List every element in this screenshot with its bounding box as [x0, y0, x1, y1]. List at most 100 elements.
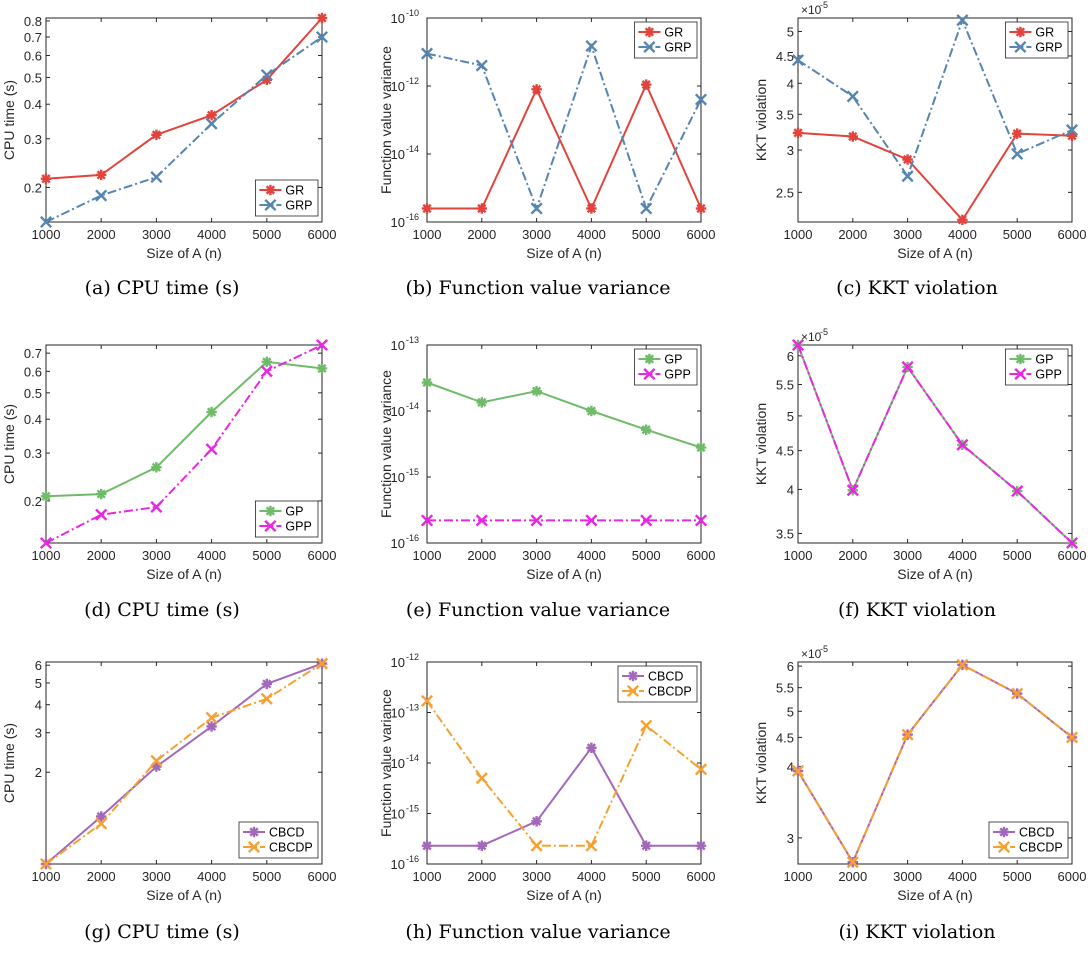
data-point-GP [40, 491, 52, 502]
legend-marker-GP [644, 353, 655, 365]
x-tick-label: 6000 [687, 227, 716, 242]
data-point-GP [695, 442, 707, 453]
data-point-GR [206, 110, 217, 121]
x-tick-label: 2000 [467, 227, 496, 242]
x-axis-label: Size of A (n) [897, 566, 972, 582]
x-axis-label: Size of A (n) [526, 245, 601, 261]
x-tick-label: 5000 [252, 869, 281, 884]
data-point-GPP [475, 514, 488, 527]
data-point-GP [261, 356, 272, 368]
legend-label-GRP: GRP [664, 41, 691, 55]
y-axis-label: KKT violation [753, 403, 769, 485]
x-axis-label: Size of A (n) [146, 566, 221, 582]
data-point-GR [316, 12, 328, 24]
legend-label-GR: GR [1035, 26, 1054, 40]
data-point-GRP [640, 202, 653, 215]
data-point-GPP [1065, 536, 1079, 550]
data-point-GR [586, 203, 597, 214]
y-axis-label: KKT violation [753, 722, 769, 804]
data-point-GRP [1065, 123, 1079, 137]
data-point-CBCD [641, 840, 652, 851]
y-tick-label: 0.6 [24, 364, 42, 379]
data-point-GRP [39, 215, 53, 229]
data-point-CBCDP [956, 658, 969, 671]
data-point-GR [421, 203, 433, 214]
y-tick-exponent: -12 [406, 76, 419, 86]
data-point-GPP [640, 514, 653, 527]
y-tick-label: 3.5 [776, 526, 794, 541]
y-tick-label: 4 [787, 760, 794, 775]
data-point-GR [40, 173, 52, 184]
data-point-CBCDP [1065, 731, 1079, 744]
x-tick-label: 3000 [893, 869, 922, 884]
y-tick-label: 4.5 [776, 730, 794, 745]
data-point-GRP [901, 170, 914, 183]
x-axis-label: Size of A (n) [526, 566, 601, 582]
legend-label-CBCD: CBCD [269, 826, 304, 840]
legend-marker-CBCD [248, 826, 260, 838]
data-point-GPP [260, 365, 273, 378]
subplot-i: 1000 2000 3000 4000 5000 6000 3 4 4.5 5 5.5 6 ×10-5 S… [753, 644, 1086, 903]
y-tick-label: 10 [391, 11, 405, 26]
x-tick-label: 3000 [893, 548, 922, 563]
series-line-GP [797, 344, 1073, 544]
data-point-GR [957, 214, 968, 226]
x-tick-label: 6000 [687, 548, 716, 563]
caption-c: (c) KKT violation [836, 277, 998, 299]
x-axis-label: Size of A (n) [146, 245, 221, 261]
data-point-GRP [95, 189, 108, 202]
legend-label-GP: GP [1035, 353, 1053, 367]
legend-marker-GR [644, 26, 655, 38]
data-point-GP [316, 363, 328, 374]
series-line-CBCD [427, 745, 701, 847]
y-tick-label: 0.7 [24, 30, 42, 45]
y-tick-label: 3 [787, 831, 794, 846]
legend-label-GRP: GRP [1035, 41, 1062, 55]
data-point-GP [421, 377, 433, 388]
y-tick-label: 10 [391, 536, 405, 551]
x-tick-label: 2000 [87, 548, 116, 563]
y-tick-label: 4.5 [776, 444, 794, 459]
legend-marker-GPP [264, 519, 277, 533]
x-tick-label: 3000 [522, 869, 551, 884]
caption-f: (f) KKT violation [838, 599, 996, 621]
y-tick-label: 0.5 [24, 386, 42, 401]
data-point-GPP [791, 338, 805, 352]
y-tick-label: 10 [391, 215, 405, 230]
legend-label-GPP: GPP [664, 368, 690, 382]
x-tick-label: 6000 [687, 869, 716, 884]
data-point-GRP [150, 171, 163, 184]
x-tick-label: 3000 [893, 227, 922, 242]
legend-label-CBCDP: CBCDP [269, 841, 313, 855]
subplot-f: 1000 2000 3000 4000 5000 6000 3.5 4 4.5 5 5.5 6 ×10-… [753, 327, 1086, 582]
legend-label-GP: GP [664, 353, 682, 367]
x-tick-label: 6000 [308, 869, 337, 884]
y-axis-label: CPU time (s) [1, 723, 17, 803]
x-tick-label: 1000 [784, 548, 813, 563]
caption-b: (b) Function value variance [405, 277, 670, 299]
x-tick-label: 4000 [577, 548, 606, 563]
data-point-CBCDP [585, 839, 598, 852]
data-point-GPP [39, 536, 53, 550]
x-tick-label: 2000 [838, 869, 867, 884]
x-tick-label: 5000 [1003, 869, 1032, 884]
caption-e: (e) Function value variance [406, 599, 670, 621]
x-tick-label: 1000 [413, 548, 442, 563]
y-tick-label: 5 [787, 704, 794, 719]
y-axis-label: Function value variance [378, 46, 394, 194]
data-point-GRP [956, 14, 969, 27]
data-point-GRP [315, 30, 329, 44]
x-tick-label: 5000 [632, 869, 661, 884]
data-point-CBCD [206, 721, 217, 732]
x-tick-label: 4000 [577, 869, 606, 884]
y-tick-label: 4 [787, 482, 794, 497]
legend-marker-GP [1015, 353, 1026, 365]
x-tick-label: 3000 [522, 227, 551, 242]
series-line-CBCDP [426, 700, 702, 847]
data-point-GP [476, 397, 487, 408]
y-tick-label: 0.2 [24, 494, 42, 509]
